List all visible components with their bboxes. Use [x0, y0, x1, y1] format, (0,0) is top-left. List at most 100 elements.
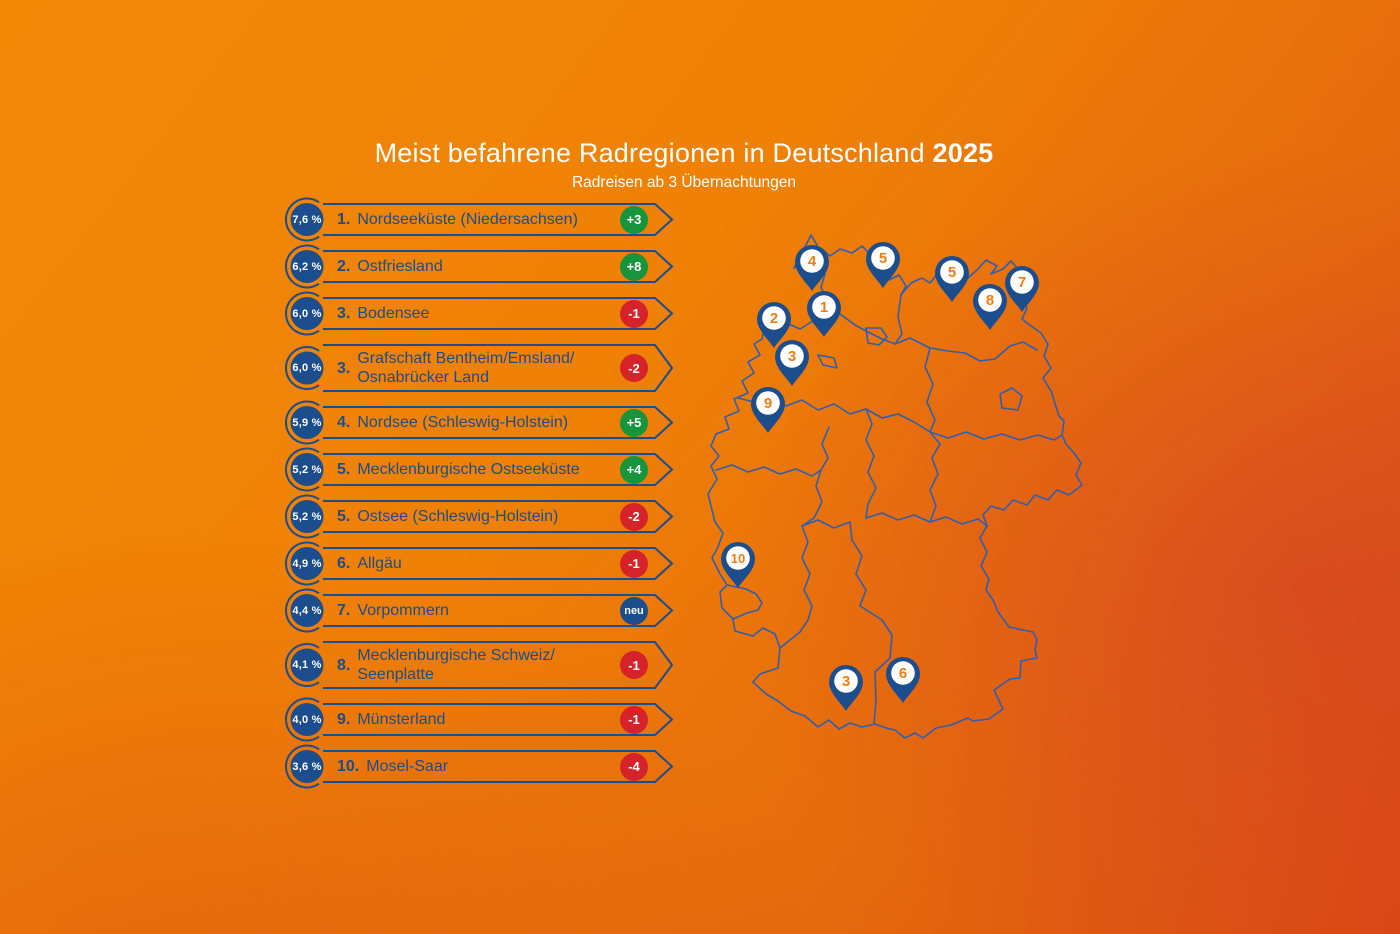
region-name: Allgäu — [357, 555, 402, 572]
rank-change-badge: neu — [620, 596, 648, 625]
region-label: 8. Mecklenburgische Schweiz/​Seenplatte — [337, 640, 605, 690]
share-badge: 5,2 % — [292, 510, 322, 523]
region-label: 1. Nordseeküste (Niedersachsen) — [337, 202, 605, 237]
share-badge: 3,6 % — [292, 760, 322, 773]
map-pin-2: 2 — [757, 302, 791, 348]
germany-outline — [707, 234, 1083, 739]
region-name: Mosel-Saar — [366, 758, 449, 775]
map-pin-3: 3 — [829, 665, 863, 711]
region-rank: 7. — [337, 602, 351, 619]
border-rp-bw — [779, 525, 813, 649]
map-pin-4: 4 — [795, 245, 829, 291]
ranking-row: 4,4 % 7. Vorpommern neu — [283, 588, 677, 633]
region-label: 10. Mosel-Saar — [337, 749, 605, 784]
ranking-row: 3,6 % 10. Mosel-Saar -4 — [283, 744, 677, 789]
rank-change-badge: +5 — [620, 408, 648, 437]
rank-change-badge: -4 — [620, 752, 648, 781]
ranking-row: 6,0 % 3. Bodensee -1 — [283, 291, 677, 336]
border-thueringen-west — [865, 408, 877, 519]
rank-change-badge: -2 — [620, 502, 648, 531]
border-nds-east — [924, 347, 936, 433]
share-badge: 7,6 % — [292, 213, 322, 226]
page-subtitle: Radreisen ab 3 Übernachtungen — [571, 174, 797, 191]
germany-map: 4 5 5 7 8 1 2 3 9 10 3 6 — [690, 222, 1095, 767]
rank-change-badge: -1 — [620, 651, 648, 679]
page-title: Meist befahrene Radregionen in Deutschla… — [0, 138, 1368, 169]
ranking-row: 5,2 % 5. Ostsee (Schleswig-Holstein) -2 — [283, 494, 677, 539]
map-pin-9: 9 — [751, 387, 785, 433]
rank-change-badge: -1 — [620, 705, 648, 734]
border-bw-bayern — [851, 539, 893, 725]
share-badge: 5,9 % — [292, 416, 322, 429]
rank-change-badge: -1 — [620, 549, 648, 578]
svg-text:3: 3 — [842, 673, 850, 690]
share-badge: 4,1 % — [292, 659, 322, 671]
region-rank: 2. — [337, 258, 351, 275]
svg-text:9: 9 — [764, 395, 772, 412]
region-rank: 6. — [337, 555, 351, 572]
region-rank: 4. — [337, 414, 351, 431]
region-name: Vorpommern — [357, 602, 449, 619]
region-rank: 3. — [337, 305, 351, 322]
germany-map-svg: 4 5 5 7 8 1 2 3 9 10 3 6 — [707, 234, 1083, 739]
map-pin-5: 5 — [935, 256, 969, 302]
svg-text:4: 4 — [808, 253, 817, 270]
rank-change-badge: +4 — [620, 455, 648, 484]
ranking-row: 5,2 % 5. Mecklenburgische Ostseeküste +4 — [283, 447, 677, 492]
map-pin-3: 3 — [775, 340, 809, 386]
svg-text:10: 10 — [731, 551, 745, 566]
border-berlin — [999, 387, 1023, 411]
ranking-list: 7,6 % 1. Nordseeküste (Niedersachsen) +3 6,2… — [283, 197, 677, 796]
border-saarland — [726, 584, 763, 620]
map-pin-1: 1 — [807, 291, 841, 337]
page-title-text: Meist befahrene Radregionen in Deutschla… — [374, 138, 925, 168]
ranking-row: 7,6 % 1. Nordseeküste (Niedersachsen) +3 — [283, 197, 677, 242]
region-label: 6. Allgäu — [337, 546, 605, 581]
svg-text:7: 7 — [1018, 274, 1026, 291]
region-label: 5. Mecklenburgische Ostseeküste — [337, 452, 605, 487]
page-title-year: 2025 — [932, 138, 994, 168]
region-label: 4. Nordsee (Schleswig-Holstein) — [337, 405, 605, 440]
svg-text:1: 1 — [820, 299, 828, 316]
region-rank: 5. — [337, 461, 351, 478]
region-name: Bodensee — [357, 305, 430, 322]
region-label: 9. Münsterland — [337, 702, 605, 737]
share-badge: 6,0 % — [292, 362, 322, 374]
region-name: Nordseeküste (Niedersachsen) — [357, 211, 578, 228]
svg-text:2: 2 — [770, 310, 778, 327]
region-label: 3. Grafschaft Bentheim/​Emsland/​Osnabrüc… — [337, 343, 605, 393]
ranking-row: 4,0 % 9. Münsterland -1 — [283, 697, 677, 742]
ranking-row: 4,9 % 6. Allgäu -1 — [283, 541, 677, 586]
border-elbe — [823, 294, 903, 345]
border-nrw-south — [715, 426, 830, 477]
region-label: 7. Vorpommern — [337, 593, 605, 628]
region-rank: 10. — [337, 758, 360, 775]
map-pin-8: 8 — [973, 284, 1007, 330]
region-name: Mecklenburgische Ostseeküste — [357, 461, 580, 478]
border-hessen-rp — [801, 469, 823, 527]
svg-text:5: 5 — [879, 250, 887, 267]
share-badge: 4,9 % — [292, 557, 322, 570]
map-pins: 4 5 5 7 8 1 2 3 9 10 3 6 — [721, 242, 1039, 711]
rank-change-badge: -1 — [620, 299, 648, 328]
region-rank: 9. — [337, 711, 351, 728]
header: Meist befahrene Radregionen in Deutschla… — [0, 138, 1368, 192]
region-rank: 5. — [337, 508, 351, 525]
share-badge: 6,2 % — [292, 260, 322, 273]
region-label: 5. Ostsee (Schleswig-Holstein) — [337, 499, 605, 534]
svg-text:3: 3 — [788, 348, 796, 365]
rank-change-badge: +3 — [620, 205, 648, 234]
region-label: 2. Ostfriesland — [337, 249, 605, 284]
border-brandenburg-south — [929, 431, 1063, 441]
region-rank: 3. — [337, 359, 351, 377]
border-hessen-south — [801, 519, 853, 541]
share-badge: 4,4 % — [292, 604, 322, 617]
border-sachsen-west — [929, 431, 941, 523]
svg-text:8: 8 — [986, 292, 994, 309]
region-rank: 8. — [337, 656, 351, 674]
region-name: Münsterland — [357, 711, 446, 728]
share-badge: 5,2 % — [292, 463, 322, 476]
region-name: Ostsee (Schleswig-Holstein) — [357, 508, 559, 525]
lake-shape — [817, 354, 838, 369]
ranking-row: 6,0 % 3. Grafschaft Bentheim/​Emsland/​Osn… — [283, 343, 677, 393]
